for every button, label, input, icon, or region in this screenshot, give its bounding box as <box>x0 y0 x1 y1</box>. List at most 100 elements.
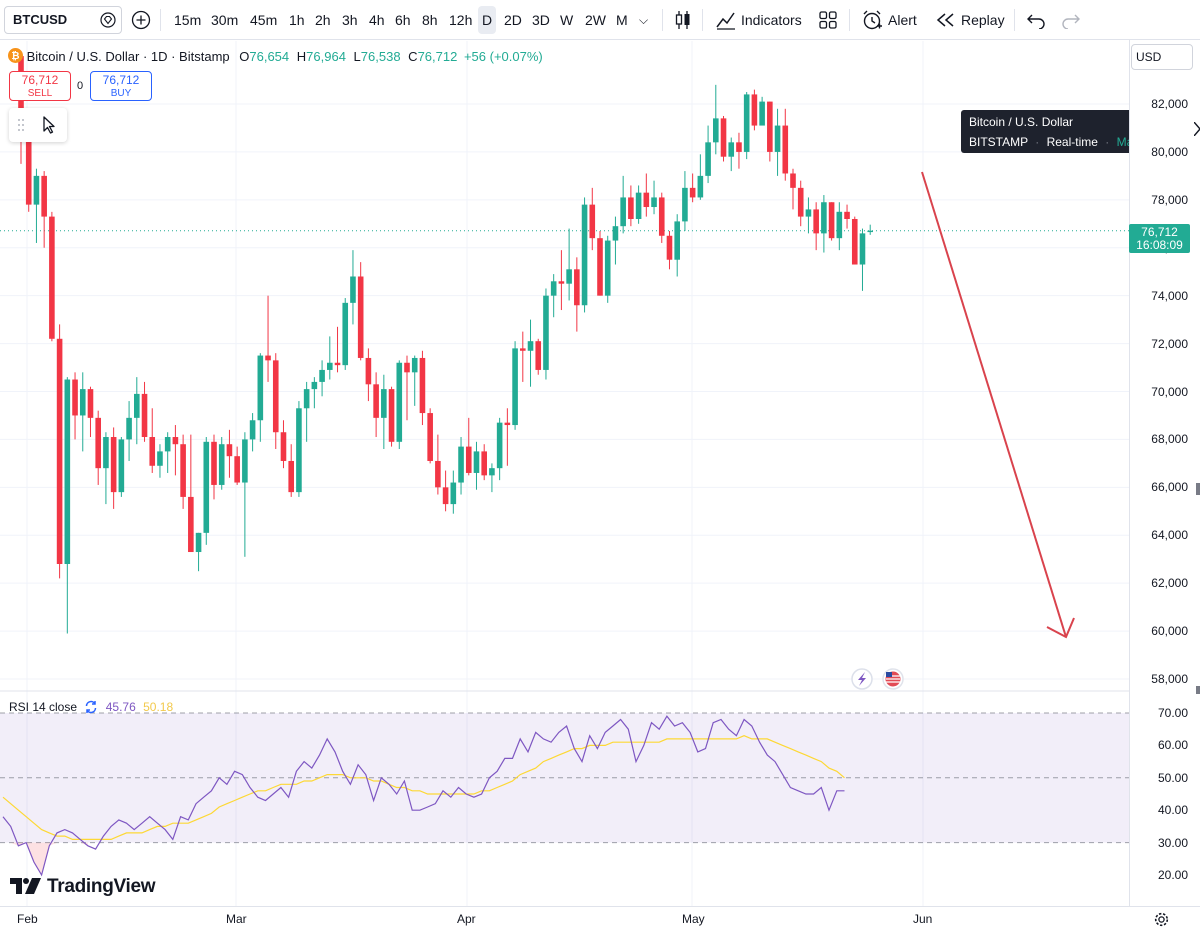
candle <box>512 341 518 430</box>
candle <box>373 372 379 438</box>
candle <box>597 230 603 296</box>
candle <box>203 437 210 545</box>
bitcoin-logo-icon: ₿ <box>8 48 23 63</box>
candle <box>782 108 789 181</box>
sell-button[interactable]: 76,712 SELL <box>9 71 71 101</box>
candle <box>558 250 565 311</box>
lightning-event-icon[interactable] <box>851 668 873 690</box>
buy-button[interactable]: 76,712 BUY <box>90 71 152 101</box>
interval-2d[interactable]: 2D <box>504 12 522 28</box>
time-axis-label: Feb <box>17 912 38 926</box>
interval-3d[interactable]: 3D <box>532 12 550 28</box>
rsi-axis-label: 50.00 <box>1157 770 1188 785</box>
price-axis-label: 70,000 <box>1151 384 1188 399</box>
candle <box>720 115 727 162</box>
price-axis-label: 78,000 <box>1151 192 1188 207</box>
templates-grid-icon[interactable] <box>818 10 838 30</box>
redo-icon[interactable] <box>1061 11 1081 29</box>
interval-8h[interactable]: 8h <box>422 12 438 28</box>
legend-low: 76,538 <box>360 49 401 64</box>
cursor-arrow-icon[interactable] <box>41 115 57 135</box>
candle <box>388 386 395 447</box>
interval-2w[interactable]: 2W <box>585 12 606 28</box>
candle <box>465 417 472 476</box>
candle <box>134 377 140 445</box>
candle <box>828 202 835 241</box>
undo-icon[interactable] <box>1026 11 1046 29</box>
currency-label: USD <box>1136 50 1162 64</box>
sell-price: 76,712 <box>21 73 59 87</box>
tradingview-logo[interactable]: TradingView <box>10 876 156 898</box>
rsi-axis-label: 40.00 <box>1157 803 1188 818</box>
candle <box>319 360 325 397</box>
replay-rewind-icon[interactable] <box>936 12 956 28</box>
rsi-series <box>2 715 845 877</box>
axis-scroll-marker[interactable] <box>1196 483 1200 495</box>
replay-button[interactable]: Replay <box>961 12 1005 28</box>
indicators-button[interactable]: Indicators <box>741 12 802 28</box>
logo-text: TradingView <box>46 876 156 897</box>
tradingview-logo-icon <box>10 878 41 894</box>
candle <box>334 326 341 373</box>
compare-plus-icon[interactable] <box>131 10 151 30</box>
rsi-settings-loop-icon[interactable] <box>84 700 98 714</box>
price-axis[interactable]: 82,00080,00078,00076,00074,00072,00070,0… <box>1129 40 1200 906</box>
candle <box>110 427 117 509</box>
interval-dropdown-chevron-icon[interactable]: ⌵ <box>639 13 649 27</box>
candlestick-series <box>18 51 873 634</box>
diamond-icon[interactable] <box>100 12 116 28</box>
candle <box>419 350 426 426</box>
candle <box>859 228 866 291</box>
drag-handle-icon[interactable] <box>17 118 25 132</box>
candle <box>126 401 132 461</box>
interval-4h[interactable]: 4h <box>369 12 385 28</box>
symbol-legend: ₿ Bitcoin / U.S. Dollar · 1D · Bitstamp … <box>8 48 543 64</box>
candle <box>527 319 534 387</box>
interval-3h[interactable]: 3h <box>342 12 358 28</box>
interval-30m[interactable]: 30m <box>211 12 239 28</box>
candle <box>774 108 781 176</box>
candle <box>350 250 356 325</box>
candle <box>288 444 294 497</box>
down-trend-arrow[interactable] <box>921 171 1075 639</box>
candles-chart-type-icon[interactable] <box>673 9 693 31</box>
us-flag-event-icon[interactable] <box>882 668 904 690</box>
candle <box>249 413 256 452</box>
time-axis-label: May <box>682 912 705 926</box>
interval-m[interactable]: M <box>616 12 628 28</box>
settings-gear-icon[interactable] <box>1154 912 1169 927</box>
currency-selector[interactable]: USD <box>1131 44 1193 70</box>
rsi-axis-label: 60.00 <box>1157 738 1188 753</box>
candle <box>620 175 626 234</box>
candle <box>218 437 225 490</box>
interval-45m[interactable]: 45m <box>250 12 278 28</box>
sell-label: SELL <box>27 88 53 99</box>
price-axis-label: 58,000 <box>1151 672 1188 686</box>
alert-clock-icon[interactable] <box>861 9 883 31</box>
candle <box>651 180 657 215</box>
price-axis-label: 60,000 <box>1151 624 1188 639</box>
interval-2h[interactable]: 2h <box>315 12 331 28</box>
interval-12h[interactable]: 12h <box>449 12 473 28</box>
candle <box>743 92 750 160</box>
candle <box>64 377 71 634</box>
chart-canvas[interactable] <box>0 40 1130 906</box>
indicators-icon[interactable] <box>715 10 737 30</box>
interval-d[interactable]: D <box>478 6 497 34</box>
alert-button[interactable]: Alert <box>888 12 917 28</box>
symbol-search[interactable]: BTCUSD <box>4 6 122 34</box>
candle <box>481 444 487 481</box>
candle <box>759 96 765 126</box>
candle <box>566 228 572 301</box>
candle <box>682 171 688 231</box>
time-axis[interactable] <box>0 906 1200 936</box>
interval-w[interactable]: W <box>560 12 574 28</box>
candle <box>628 185 634 227</box>
interval-1h[interactable]: 1h <box>289 12 305 28</box>
interval-6h[interactable]: 6h <box>395 12 411 28</box>
bar-countdown: 16:08:09 <box>1136 238 1183 252</box>
interval-15m[interactable]: 15m <box>174 12 202 28</box>
candle <box>767 101 773 162</box>
pane-resize-handle[interactable] <box>1196 686 1200 694</box>
candle <box>342 298 349 370</box>
